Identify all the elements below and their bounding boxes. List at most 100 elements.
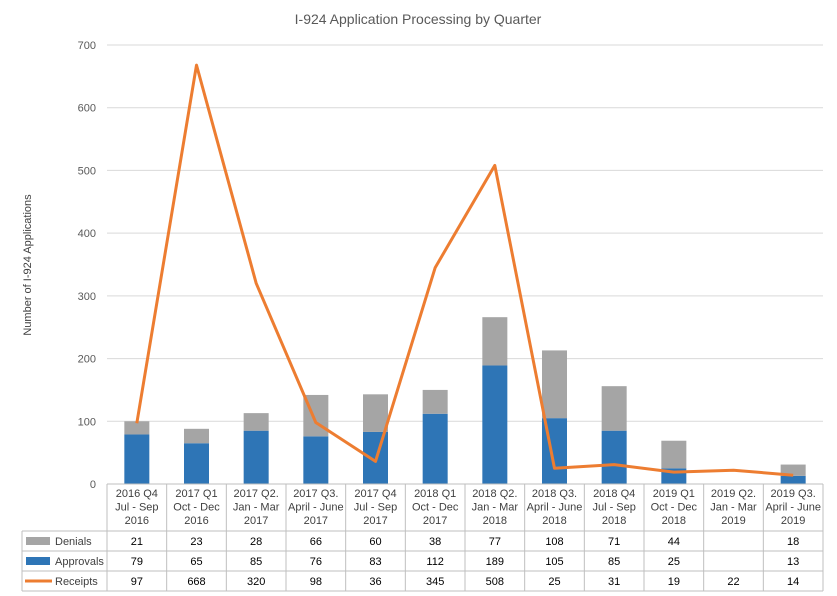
table-cell: 21 bbox=[131, 536, 143, 548]
category-label: 2019 Q1 bbox=[653, 488, 695, 500]
table-cell: 60 bbox=[369, 536, 381, 548]
legend-key-denials bbox=[26, 537, 50, 545]
bar-denials bbox=[780, 464, 806, 476]
category-label: 2017 bbox=[423, 515, 447, 527]
bar-approvals bbox=[184, 443, 209, 484]
category-label: 2017 bbox=[363, 515, 387, 527]
category-label: 2017 bbox=[244, 515, 268, 527]
bar-approvals bbox=[780, 475, 806, 484]
table-cell: 28 bbox=[250, 536, 262, 548]
table-cell: 71 bbox=[608, 536, 620, 548]
table-cell: 19 bbox=[668, 576, 680, 588]
category-label: 2019 Q2. bbox=[711, 488, 756, 500]
category-label: 2016 bbox=[125, 515, 149, 527]
table-cell: 65 bbox=[190, 556, 202, 568]
category-label: 2019 bbox=[721, 515, 745, 527]
gridlines bbox=[107, 44, 823, 422]
category-label: 2018 Q1 bbox=[414, 488, 456, 500]
legend-label-denials: Denials bbox=[55, 536, 92, 548]
category-label: 2019 bbox=[781, 515, 805, 527]
category-label: Jan - Mar bbox=[472, 502, 519, 514]
table-cell: 66 bbox=[310, 536, 322, 548]
table-cell: 25 bbox=[668, 556, 680, 568]
receipts-line bbox=[135, 63, 794, 477]
category-label: Oct - Dec bbox=[173, 502, 220, 514]
bar-approvals bbox=[601, 430, 627, 484]
category-label: 2017 Q3. bbox=[293, 488, 338, 500]
y-axis-ticks: 0 100 200 300 400 500 600 700 bbox=[78, 40, 96, 491]
category-label: 2016 Q4 bbox=[116, 488, 158, 500]
y-tick-label: 100 bbox=[78, 416, 96, 428]
bar-denials bbox=[482, 317, 508, 366]
category-label: Oct - Dec bbox=[651, 502, 698, 514]
bar-denials bbox=[243, 413, 269, 431]
table-cell: 13 bbox=[787, 556, 799, 568]
bar-denials bbox=[124, 421, 150, 435]
bar-approvals bbox=[482, 365, 508, 484]
table-cell: 76 bbox=[310, 556, 322, 568]
bar-denials bbox=[601, 386, 627, 431]
category-label: 2018 bbox=[662, 515, 686, 527]
category-label: Jul - Sep bbox=[115, 502, 158, 514]
category-label: 2018 bbox=[602, 515, 626, 527]
legend-key-approvals bbox=[26, 557, 50, 565]
table-cell: 98 bbox=[310, 576, 322, 588]
table-cell: 320 bbox=[247, 576, 265, 588]
category-label: 2016 bbox=[184, 515, 208, 527]
receipts-line-path bbox=[135, 63, 794, 477]
table-cell: 85 bbox=[608, 556, 620, 568]
category-label: 2018 bbox=[542, 515, 566, 527]
bar-denials bbox=[184, 428, 209, 444]
table-cell: 14 bbox=[787, 576, 799, 588]
category-label: 2017 bbox=[304, 515, 328, 527]
y-tick-label: 500 bbox=[78, 165, 96, 177]
legend-label-approvals: Approvals bbox=[55, 556, 104, 568]
table-cell: 85 bbox=[250, 556, 262, 568]
category-label: April - June bbox=[765, 502, 821, 514]
table-cell: 108 bbox=[545, 536, 563, 548]
y-tick-label: 600 bbox=[78, 103, 96, 115]
category-label: Jul - Sep bbox=[354, 502, 397, 514]
y-tick-label: 300 bbox=[78, 291, 96, 303]
table-cell: 105 bbox=[545, 556, 563, 568]
category-label: 2017 Q2. bbox=[234, 488, 279, 500]
category-label: Jan - Mar bbox=[710, 502, 757, 514]
chart-title: I-924 Application Processing by Quarter bbox=[295, 11, 542, 27]
y-tick-label: 700 bbox=[78, 40, 96, 52]
bar-denials bbox=[363, 394, 388, 432]
table-cell: 23 bbox=[190, 536, 202, 548]
table-cell: 112 bbox=[426, 556, 444, 568]
bars bbox=[124, 317, 806, 484]
table-cell: 38 bbox=[429, 536, 441, 548]
table-cell: 18 bbox=[787, 536, 799, 548]
bar-approvals bbox=[124, 434, 150, 484]
bar-approvals bbox=[422, 413, 448, 484]
bar-denials bbox=[661, 440, 687, 469]
y-tick-label: 400 bbox=[78, 228, 96, 240]
table-cell: 25 bbox=[548, 576, 560, 588]
category-label: Oct - Dec bbox=[412, 502, 459, 514]
table-cell: 22 bbox=[727, 576, 739, 588]
table-cell: 36 bbox=[369, 576, 381, 588]
table-cell: 97 bbox=[131, 576, 143, 588]
category-label: 2017 Q4 bbox=[354, 488, 396, 500]
category-label: April - June bbox=[527, 502, 583, 514]
y-tick-label: 0 bbox=[90, 479, 96, 491]
bar-approvals bbox=[243, 430, 269, 484]
bar-approvals bbox=[303, 436, 329, 484]
table-cell: 189 bbox=[486, 556, 504, 568]
category-label: Jan - Mar bbox=[233, 502, 280, 514]
category-label: 2017 Q1 bbox=[175, 488, 217, 500]
table-cell: 77 bbox=[489, 536, 501, 548]
table-cell: 79 bbox=[131, 556, 143, 568]
category-label: April - June bbox=[288, 502, 344, 514]
y-axis-label: Number of I-924 Applications bbox=[22, 194, 34, 336]
category-label: 2018 Q3. bbox=[532, 488, 577, 500]
category-label: Jul - Sep bbox=[592, 502, 635, 514]
table-cell: 44 bbox=[668, 536, 680, 548]
y-tick-label: 200 bbox=[78, 354, 96, 366]
category-label: 2018 bbox=[483, 515, 507, 527]
table-cell: 345 bbox=[426, 576, 444, 588]
